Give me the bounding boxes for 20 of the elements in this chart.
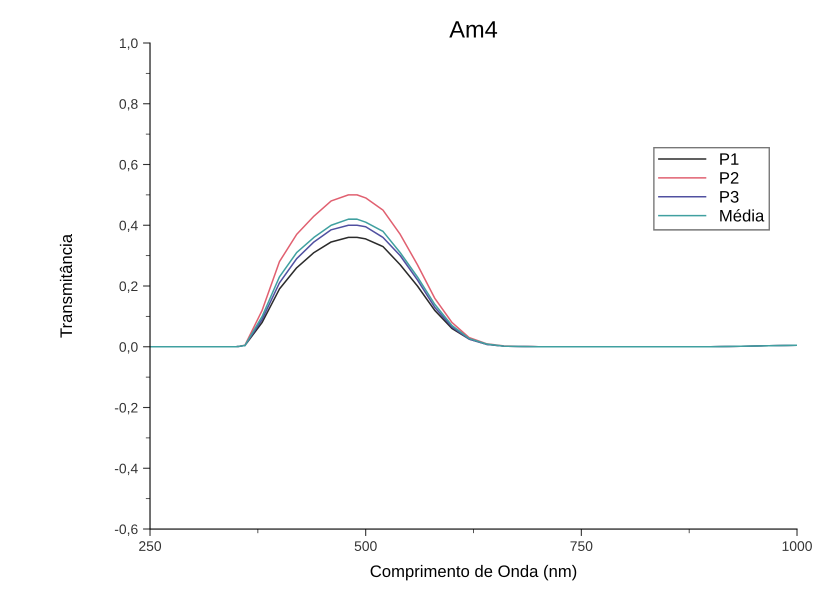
y-axis-title: Transmitância bbox=[60, 234, 72, 338]
y-tick-label: -0,2 bbox=[114, 402, 138, 414]
y-tick-label: 0,4 bbox=[119, 220, 138, 232]
legend-label: P3 bbox=[720, 190, 739, 203]
y-tick-label: 1,0 bbox=[120, 38, 138, 50]
legend-label: P2 bbox=[720, 172, 738, 184]
legend-label: Média bbox=[720, 209, 764, 222]
x-tick-label: 500 bbox=[354, 541, 377, 552]
x-tick-label: 250 bbox=[139, 541, 162, 552]
y-tick-label: 0,8 bbox=[119, 99, 138, 111]
y-tick-label: 0,2 bbox=[119, 281, 138, 293]
y-tick-label: 0,6 bbox=[119, 160, 138, 172]
x-axis-title: Comprimento de Onda (nm) bbox=[370, 564, 576, 580]
x-tick-label: 1000 bbox=[782, 541, 812, 552]
legend-label: P1 bbox=[720, 153, 738, 165]
y-tick-label: -0,4 bbox=[114, 464, 138, 476]
y-tick-label: 0,0 bbox=[119, 342, 138, 354]
chart-title: Am4 bbox=[449, 21, 498, 38]
x-tick-label: 750 bbox=[570, 541, 592, 552]
y-tick-label: -0,6 bbox=[114, 524, 138, 536]
